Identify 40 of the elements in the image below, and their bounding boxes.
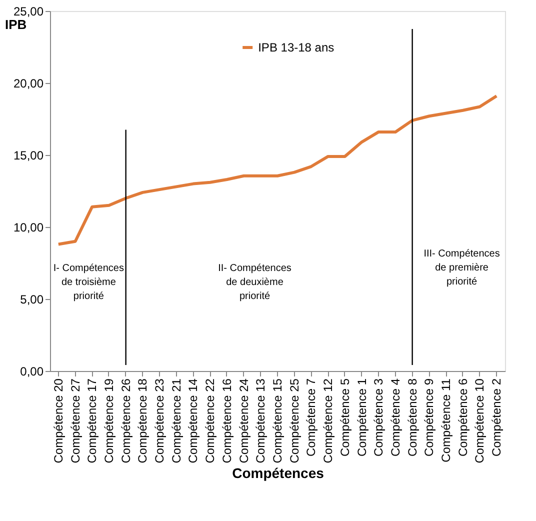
y-tick-label: 10,00 <box>13 220 44 234</box>
x-tick-label: Compétence 14 <box>186 378 200 464</box>
x-tick-label: Compétence 7 <box>304 378 318 457</box>
x-tick-label: Compétence 15 <box>270 378 284 464</box>
x-tick-label: Compétence 13 <box>254 378 268 464</box>
y-tick-label: 0,00 <box>20 364 44 378</box>
x-tick-label: Compétence 1 <box>354 378 369 457</box>
y-tick-label: 15,00 <box>13 148 44 162</box>
annotation: III- Compétences de première priorité <box>424 248 500 288</box>
annotation: I- Compétences de troisième priorité <box>53 263 124 302</box>
x-tick-label: Compétence 24 <box>236 378 251 464</box>
x-tick-label: Compétence 16 <box>220 378 234 464</box>
y-tick-label: 25,00 <box>13 4 44 18</box>
x-tick-label: Compétence 8 <box>405 378 420 457</box>
x-tick-label: Compétence 18 <box>136 378 150 464</box>
x-tick-label: Compétence 17 <box>85 378 100 464</box>
x-tick-label: Compétence 23 <box>152 378 167 464</box>
x-tick-label: Compétence 27 <box>68 378 82 464</box>
x-tick-label: Compétence 19 <box>102 378 116 464</box>
x-tick-label: Compétence 10 <box>472 378 487 464</box>
x-tick-label: Compétence 4 <box>388 378 402 457</box>
x-axis-title: Compétences <box>232 465 324 482</box>
y-axis-title: IPB <box>5 17 27 32</box>
line-series <box>56 94 498 246</box>
x-tick-label: Compétence 26 <box>118 378 133 464</box>
legend-label: IPB 13-18 ans <box>258 40 334 54</box>
x-tick-label: Compétence 22 <box>203 378 218 464</box>
y-tick-label: 20,00 <box>13 76 44 90</box>
x-tick-label: Compétence 25 <box>287 378 302 464</box>
x-tick-label: Compétence 12 <box>321 378 336 464</box>
x-tick-label: Compétence 21 <box>169 378 184 464</box>
x-tick-label: Compétence 2 <box>490 378 504 457</box>
x-tick-label: Compétence 9 <box>422 378 436 457</box>
x-tick-label: Compétence 11 <box>439 378 454 462</box>
x-tick-label: Compétence 3 <box>372 378 386 457</box>
x-tick-label: Compétence 6 <box>456 378 470 457</box>
x-tick-label: Compétence 5 <box>338 378 352 457</box>
annotation: II- Compétences de deuxième priorité <box>218 263 292 302</box>
y-tick-label: 5,00 <box>20 292 44 306</box>
x-tick-label: Compétence 20 <box>51 378 66 464</box>
